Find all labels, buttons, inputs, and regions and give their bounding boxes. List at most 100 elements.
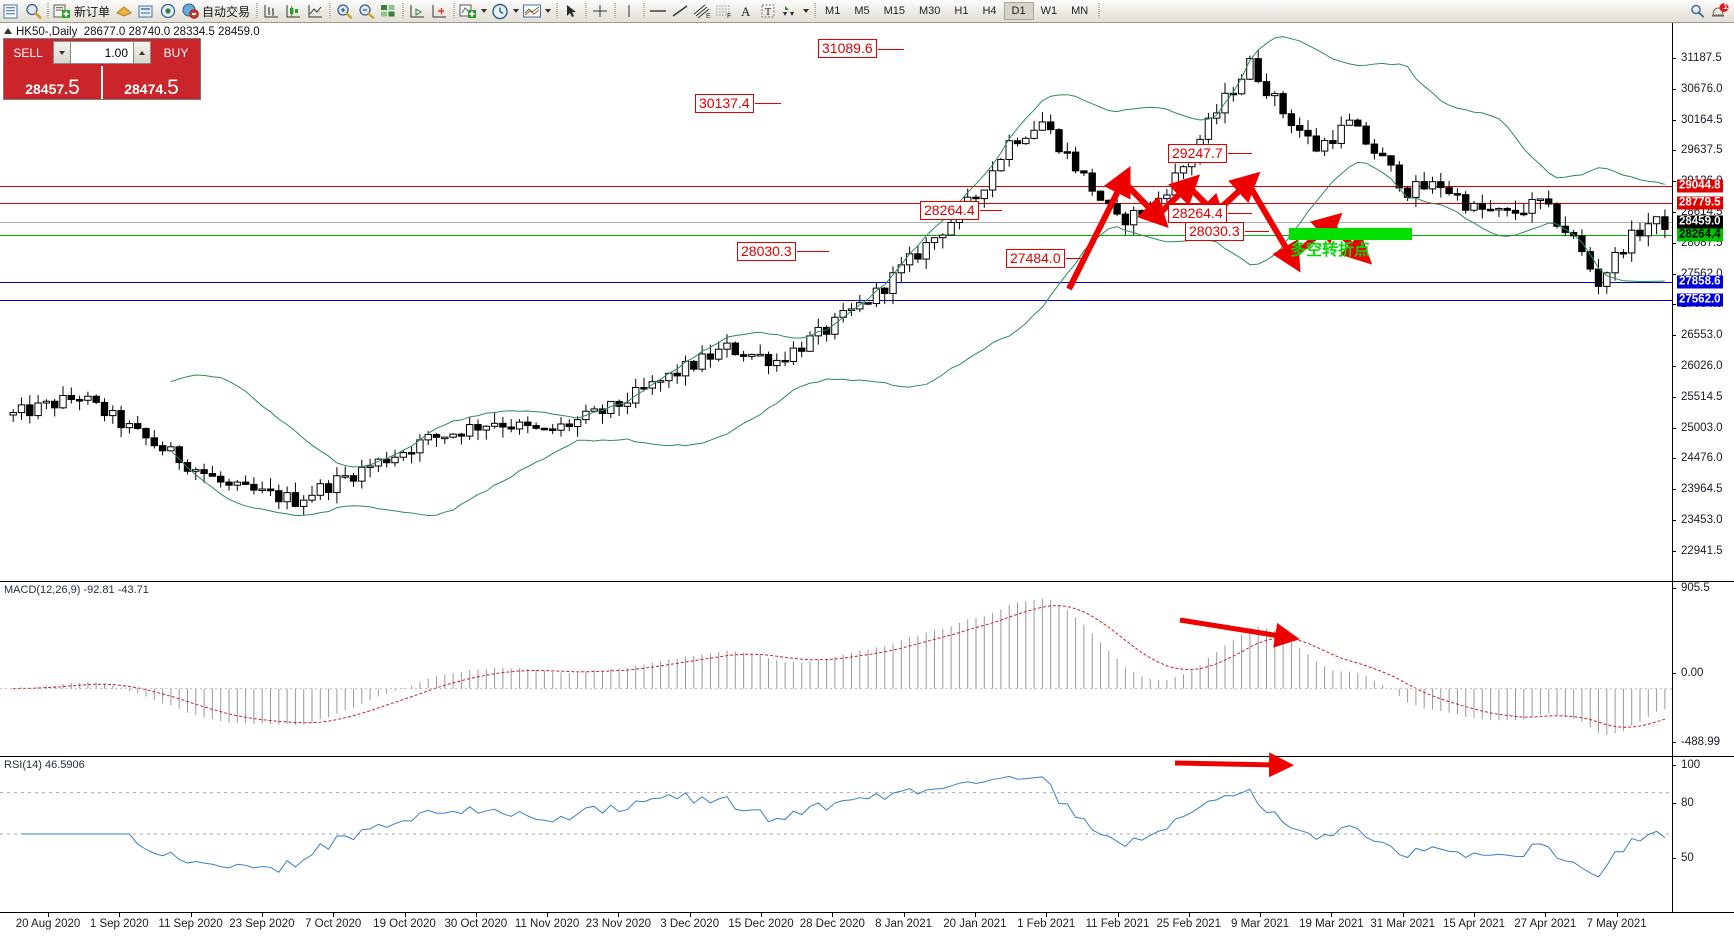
price-tick-label: 30676.0 xyxy=(1681,82,1723,95)
sell-price-button[interactable]: 28457 . 5 xyxy=(4,66,101,99)
chart-canvas[interactable]: 多空转折点 31089.6 30137.4 28030.3 28264.4 27… xyxy=(0,23,1734,945)
new-order-label[interactable]: 新订单 xyxy=(74,4,111,19)
time-tick xyxy=(903,913,905,917)
notifications-icon[interactable]: 1 xyxy=(1708,1,1730,21)
cursor-icon[interactable] xyxy=(560,1,582,21)
data-window-icon[interactable] xyxy=(135,1,157,21)
resistance-line-28779[interactable] xyxy=(0,203,1672,204)
vertical-line-icon[interactable] xyxy=(618,1,640,21)
buy-button-label[interactable]: BUY xyxy=(152,39,200,66)
time-tick-label: 23 Nov 2020 xyxy=(585,918,651,930)
support-line-27858[interactable] xyxy=(0,282,1672,283)
annotation-28264-right[interactable]: 28264.4 xyxy=(1168,204,1227,223)
templates-icon[interactable] xyxy=(521,1,543,21)
time-tick-label: 1 Feb 2021 xyxy=(1017,918,1076,930)
auto-trading-label[interactable]: 自动交易 xyxy=(202,4,251,19)
time-tick-label: 7 Oct 2020 xyxy=(305,918,362,930)
strategy-tester-icon[interactable] xyxy=(179,1,201,21)
period-clock-icon[interactable] xyxy=(489,1,511,21)
terminal-icon[interactable] xyxy=(0,1,22,21)
horizontal-line-icon[interactable] xyxy=(647,1,669,21)
timeframe-m15[interactable]: M15 xyxy=(883,5,905,17)
new-order-icon[interactable] xyxy=(51,1,73,21)
timeframe-m30[interactable]: M30 xyxy=(919,5,941,17)
annotation-31089[interactable]: 31089.6 xyxy=(818,39,877,58)
highlight-zone-box[interactable] xyxy=(1289,228,1412,240)
line-chart-icon[interactable] xyxy=(304,1,326,21)
chart-shift-icon[interactable] xyxy=(406,1,428,21)
annotation-27484[interactable]: 27484.0 xyxy=(1006,249,1065,268)
timeframe-d1[interactable]: D1 xyxy=(1003,2,1034,20)
support-line-28264[interactable] xyxy=(0,235,1672,236)
add-indicator-icon[interactable] xyxy=(457,1,479,21)
resistance-line-29044[interactable] xyxy=(0,186,1672,187)
sell-button-label[interactable]: SELL xyxy=(4,39,52,66)
price-tag-27858-6[interactable]: 27858.6 xyxy=(1677,275,1723,289)
turning-point-note: 多空转折点 xyxy=(1290,242,1371,259)
price-tag-29044-8[interactable]: 29044.8 xyxy=(1677,179,1723,193)
annotation-28264-left[interactable]: 28264.4 xyxy=(920,201,979,220)
crosshair-icon[interactable] xyxy=(589,1,611,21)
history-icon[interactable] xyxy=(113,1,135,21)
subwindow-tick xyxy=(1672,858,1676,859)
volume-stepper[interactable]: 1.00 xyxy=(52,39,152,66)
timeframe-mn[interactable]: MN xyxy=(1071,5,1089,17)
timeframe-h1[interactable]: H1 xyxy=(954,5,969,17)
navigator-icon[interactable] xyxy=(157,1,179,21)
fibonacci-icon[interactable]: F xyxy=(713,1,735,21)
annotation-30137[interactable]: 30137.4 xyxy=(695,94,754,113)
trend-line-icon[interactable] xyxy=(669,1,691,21)
time-tick-label: 7 May 2021 xyxy=(1586,918,1647,930)
time-tick-label: 11 Feb 2021 xyxy=(1085,918,1150,930)
search-icon[interactable] xyxy=(1686,1,1708,21)
period-dropdown-caret[interactable] xyxy=(511,1,521,21)
annotation-29247[interactable]: 29247.7 xyxy=(1168,144,1227,163)
market-watch-icon[interactable] xyxy=(22,1,44,21)
price-tick xyxy=(1672,366,1676,367)
toolbar-right-group: 1 xyxy=(1686,1,1734,21)
price-tick-label: 25003.0 xyxy=(1681,421,1723,434)
support-line-27562[interactable] xyxy=(0,300,1672,301)
price-tag-28264-4[interactable]: 28264.4 xyxy=(1677,228,1723,242)
time-tick-label: 1 Sep 2020 xyxy=(89,918,149,930)
timeframe-m5[interactable]: M5 xyxy=(854,5,870,17)
arrows-dropdown-caret[interactable] xyxy=(801,1,811,21)
time-tick-label: 20 Aug 2020 xyxy=(15,918,81,930)
bar-chart-icon[interactable] xyxy=(260,1,282,21)
timeframe-h4[interactable]: H4 xyxy=(982,5,997,17)
subwindow-tick-label: -488.99 xyxy=(1681,736,1721,748)
equidistant-channel-icon[interactable]: E xyxy=(691,1,713,21)
zoom-in-icon[interactable] xyxy=(333,1,355,21)
svg-text:A: A xyxy=(741,4,751,19)
templates-dropdown-caret[interactable] xyxy=(543,1,553,21)
time-tick-label: 15 Dec 2020 xyxy=(728,918,794,930)
timeframe-m1[interactable]: M1 xyxy=(825,5,841,17)
tile-windows-icon[interactable] xyxy=(377,1,399,21)
candlestick-chart-icon[interactable] xyxy=(282,1,304,21)
price-tag-28779-5[interactable]: 28779.5 xyxy=(1677,196,1723,210)
zoom-out-icon[interactable] xyxy=(355,1,377,21)
toolbar-separator xyxy=(326,2,333,20)
volume-input[interactable]: 1.00 xyxy=(71,41,133,64)
volume-increase-button[interactable] xyxy=(133,41,151,64)
annotation-28030-left[interactable]: 28030.3 xyxy=(737,242,796,261)
one-click-trading-panel[interactable]: SELL 1.00 BUY 28457 . 5 28474 . 5 xyxy=(3,38,201,100)
time-tick-label: 19 Mar 2021 xyxy=(1299,918,1364,930)
price-tick-label: 30164.5 xyxy=(1681,113,1723,126)
price-tag-27562-0[interactable]: 27562.0 xyxy=(1677,293,1723,307)
text-icon[interactable]: A xyxy=(735,1,757,21)
timeframe-w1[interactable]: W1 xyxy=(1040,5,1058,17)
text-label-icon[interactable]: T xyxy=(757,1,779,21)
buy-price-button[interactable]: 28474 . 5 xyxy=(101,66,200,99)
auto-scroll-icon[interactable] xyxy=(428,1,450,21)
arrows-icon[interactable] xyxy=(779,1,801,21)
expand-triangle-icon[interactable] xyxy=(4,28,12,34)
annotation-28030-right[interactable]: 28030.3 xyxy=(1185,222,1244,241)
volume-decrease-button[interactable] xyxy=(53,41,71,64)
price-tag-28459-0[interactable]: 28459.0 xyxy=(1677,215,1723,229)
time-scale[interactable]: 20 Aug 2020 1 Sep 2020 11 Sep 2020 23 Sep 2… xyxy=(0,913,1734,943)
price-tick-label: 24476.0 xyxy=(1681,452,1723,465)
main-toolbar: 新订单 自动交易 xyxy=(0,0,1734,23)
indicator-dropdown-caret[interactable] xyxy=(479,1,489,21)
toolbar-separator xyxy=(553,2,560,20)
